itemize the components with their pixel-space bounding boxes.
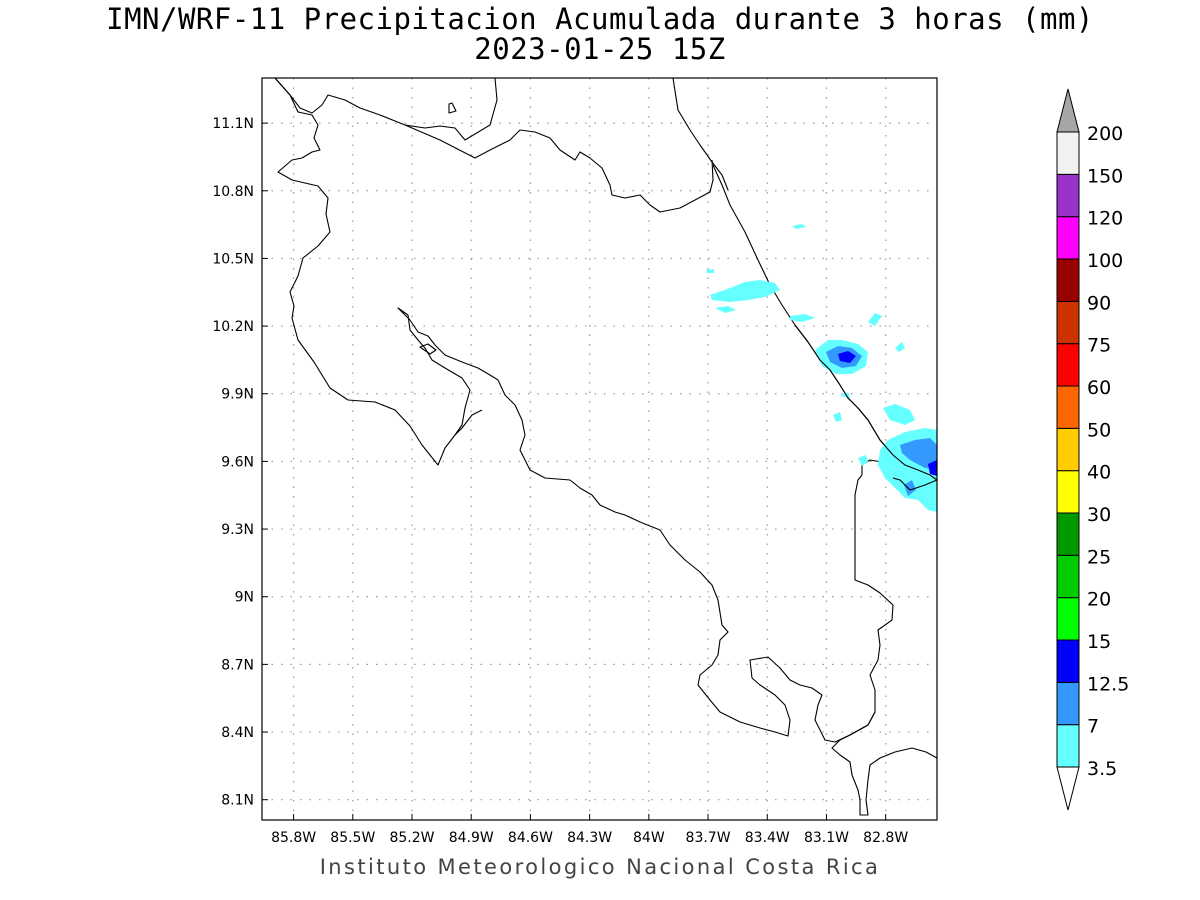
lon-tick-label: 82.8W [863, 830, 908, 846]
legend-level-label: 60 [1087, 377, 1111, 399]
lat-tick-label: 8.7N [221, 657, 254, 673]
map-frame [261, 77, 938, 821]
lon-tick-label: 85.2W [389, 830, 434, 846]
pacific-coast-south [454, 379, 894, 743]
pacific-coast-north [274, 77, 499, 466]
legend-swatch [1056, 681, 1080, 726]
legend-level-label: 150 [1087, 165, 1123, 187]
map-axes: 85.8W 85.5W 85.2W 84.9W 84.6W 84.3W 84W 83.7W 83… [212, 116, 908, 846]
legend-level-label: 75 [1087, 335, 1111, 357]
nicaragua-lake-shore [274, 77, 498, 141]
legend-level-label: 25 [1087, 546, 1111, 568]
legend-level-label: 90 [1087, 292, 1111, 314]
map-subtitle-datetime: 2023-01-25 15Z [474, 32, 726, 66]
lat-tick-label: 9.3N [221, 522, 254, 538]
legend-level-label: 50 [1087, 419, 1111, 441]
precipitation-areas [706, 224, 937, 512]
lon-tick-label: 84.6W [508, 830, 553, 846]
legend-swatch [1056, 300, 1080, 345]
lat-tick-label: 10.8N [212, 184, 254, 200]
lon-tick-label: 83.1W [804, 830, 849, 846]
legend-swatch [1056, 173, 1080, 218]
legend-level-label: 40 [1087, 462, 1111, 484]
lon-tick-label: 84.9W [449, 830, 494, 846]
lat-tick-label: 9.6N [221, 454, 254, 470]
legend-level-label: 12.5 [1087, 673, 1129, 695]
legend-swatch [1056, 131, 1080, 175]
nicaragua-caribbean-coast [672, 77, 729, 191]
lon-tick-label: 84W [633, 830, 665, 846]
map-title: IMN/WRF-11 Precipitacion Acumulada duran… [106, 2, 1094, 36]
legend-swatch [1056, 216, 1080, 260]
legend-swatch [1056, 258, 1080, 302]
rain-area-heavy [838, 351, 856, 363]
rain-area-heavy [928, 460, 937, 476]
legend-swatch [1056, 724, 1080, 768]
legend-level-label: 200 [1087, 123, 1123, 145]
lat-tick-label: 8.4N [221, 725, 254, 741]
rain-area-light [895, 342, 905, 352]
rain-area-light [715, 306, 736, 313]
rain-area-light [706, 269, 714, 273]
coastline-and-borders [274, 77, 938, 816]
legend-swatch [1056, 512, 1080, 556]
lat-tick-label: 9N [235, 590, 254, 606]
color-legend: 3.5 7 12.5 15 20 25 30 40 50 60 75 90 100 120 150 200 [1056, 88, 1129, 811]
caribbean-coast-overlay [794, 324, 938, 491]
lon-tick-label: 85.5W [330, 830, 375, 846]
rain-area-light [790, 314, 815, 322]
legend-swatch [1056, 427, 1080, 472]
legend-swatch [1056, 639, 1080, 683]
legend-swatch [1056, 554, 1080, 599]
rain-area-light [792, 224, 806, 229]
legend-swatch [1056, 343, 1080, 387]
caribbean-coast [712, 164, 938, 481]
legend-level-label: 120 [1087, 208, 1123, 230]
rain-area-light [833, 412, 842, 422]
rain-area-light [710, 280, 780, 302]
lon-tick-label: 84.3W [567, 830, 612, 846]
legend-level-label: 100 [1087, 250, 1123, 272]
nicaragua-border [404, 124, 714, 213]
lon-tick-label: 83.7W [686, 830, 731, 846]
rain-area-moderate [900, 438, 937, 470]
legend-level-label: 7 [1087, 716, 1099, 738]
legend-swatch [1056, 385, 1080, 429]
rain-area-light [868, 313, 882, 326]
lake-island [448, 102, 457, 114]
lat-tick-label: 10.5N [212, 251, 254, 267]
lat-lon-grid [262, 78, 937, 820]
legend-swatch [1056, 470, 1080, 514]
lat-tick-label: 8.1N [221, 793, 254, 809]
footer-credit: Instituto Meteorologico Nacional Costa R… [319, 855, 881, 879]
lat-tick-label: 9.9N [221, 387, 254, 403]
nicoya-gulf-islet [419, 343, 437, 355]
legend-level-label: 15 [1087, 631, 1111, 653]
legend-level-label: 30 [1087, 504, 1111, 526]
rain-area-light [883, 404, 915, 425]
burica-peninsula [831, 711, 938, 816]
legend-arrow-bottom [1056, 766, 1080, 811]
legend-level-label: 3.5 [1087, 758, 1117, 780]
lat-tick-label: 11.1N [212, 116, 254, 132]
legend-level-label: 20 [1087, 589, 1111, 611]
legend-swatch [1056, 597, 1080, 641]
lat-tick-label: 10.2N [212, 319, 254, 335]
rain-area-light [858, 455, 868, 466]
lon-tick-label: 85.8W [271, 830, 316, 846]
rain-area-moderate [904, 480, 916, 496]
legend-arrow-top [1056, 88, 1080, 133]
lon-tick-label: 83.4W [745, 830, 790, 846]
